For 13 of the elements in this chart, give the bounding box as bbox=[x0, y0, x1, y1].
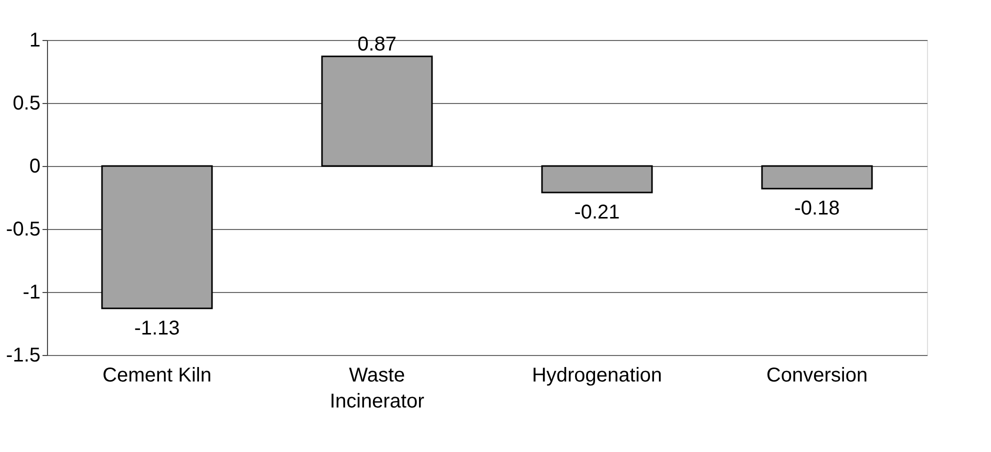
data-label: -1.13 bbox=[134, 317, 180, 340]
data-label: -0.18 bbox=[794, 198, 840, 220]
y-tick-label: 0 bbox=[29, 156, 40, 178]
y-tick-label: -1 bbox=[22, 282, 40, 304]
y-tick-label: 1 bbox=[29, 30, 40, 52]
x-tick-label: Hydrogenation bbox=[532, 364, 662, 386]
y-tick-label: 0.5 bbox=[12, 92, 40, 114]
x-tick-label: Cement Kiln bbox=[102, 364, 212, 386]
data-label: -0.21 bbox=[574, 201, 620, 224]
x-tick-label: Waste Incinerator bbox=[330, 364, 425, 412]
x-tick-label: Conversion bbox=[766, 364, 868, 386]
y-tick-label: -0.5 bbox=[6, 218, 40, 240]
y-tick-label: -1.5 bbox=[6, 344, 40, 366]
